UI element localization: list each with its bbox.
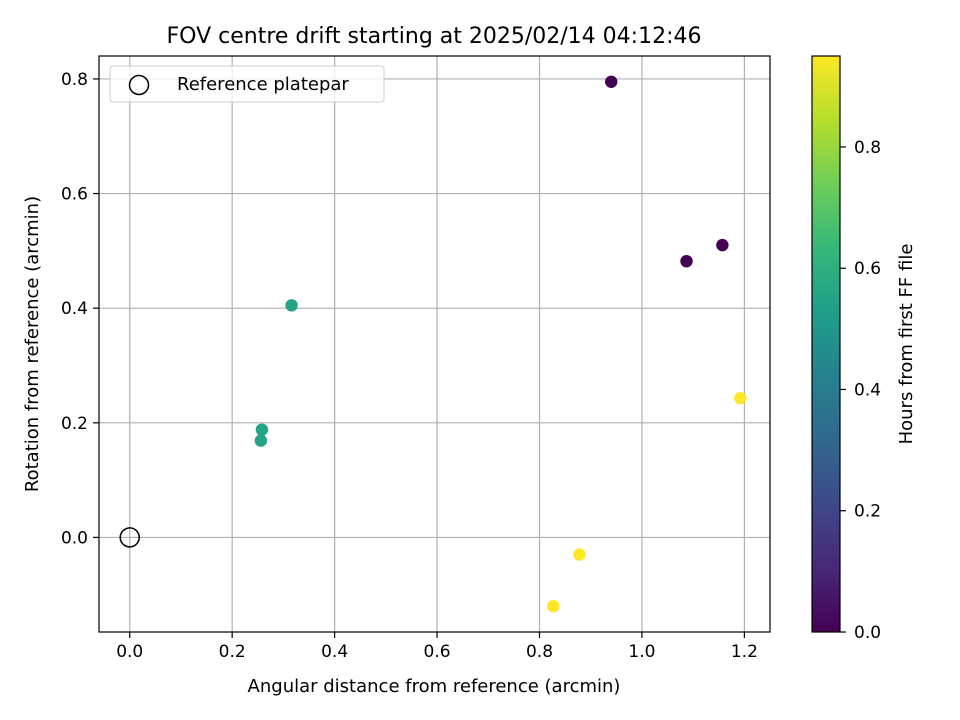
- colorbar-gradient: [812, 56, 840, 632]
- data-point: [680, 255, 692, 267]
- colorbar-tick-label: 0.2: [854, 502, 881, 522]
- data-point: [285, 299, 297, 311]
- x-tick-label: 0.6: [424, 642, 451, 662]
- data-point: [605, 76, 617, 88]
- colorbar-tick-label: 0.6: [854, 259, 881, 279]
- colorbar-tick-label: 0.0: [854, 623, 881, 643]
- colorbar: 0.0 0.2 0.4 0.6 0.8 Hours from first FF file: [812, 56, 917, 643]
- y-tick-label: 0.2: [61, 414, 88, 434]
- y-axis-ticks: 0.0 0.2 0.4 0.6 0.8: [61, 70, 99, 549]
- data-point: [547, 600, 559, 612]
- x-tick-label: 1.0: [628, 642, 655, 662]
- x-tick-label: 0.8: [526, 642, 553, 662]
- colorbar-tick-label: 0.4: [854, 380, 881, 400]
- y-tick-label: 0.4: [61, 299, 88, 319]
- data-point: [734, 392, 746, 404]
- data-point: [716, 239, 728, 251]
- x-tick-label: 0.2: [219, 642, 246, 662]
- y-tick-label: 0.0: [61, 528, 88, 548]
- chart-title: FOV centre drift starting at 2025/02/14 …: [167, 24, 702, 49]
- x-tick-label: 1.2: [731, 642, 758, 662]
- colorbar-ticks: 0.0 0.2 0.4 0.6 0.8: [840, 138, 881, 643]
- plot-area: 0.0 0.2 0.4 0.6 0.8 1.0 1.2 0.0 0.2 0.4 0.6 0.8: [61, 56, 770, 662]
- y-tick-label: 0.6: [61, 185, 88, 205]
- x-tick-label: 0.4: [321, 642, 348, 662]
- data-point: [255, 434, 267, 446]
- legend-label-reference: Reference platepar: [177, 74, 349, 95]
- chart-figure: FOV centre drift starting at 2025/02/14 …: [0, 0, 960, 720]
- data-point: [573, 548, 585, 560]
- colorbar-label: Hours from first FF file: [896, 244, 917, 445]
- data-point: [256, 423, 268, 435]
- x-tick-label: 0.0: [116, 642, 143, 662]
- y-tick-label: 0.8: [61, 70, 88, 90]
- plot-background: [99, 56, 770, 632]
- legend: Reference platepar: [110, 66, 384, 102]
- x-axis-ticks: 0.0 0.2 0.4 0.6 0.8 1.0 1.2: [116, 632, 758, 662]
- x-axis-label: Angular distance from reference (arcmin): [248, 676, 621, 697]
- y-axis-label: Rotation from reference (arcmin): [22, 196, 43, 492]
- colorbar-tick-label: 0.8: [854, 138, 881, 158]
